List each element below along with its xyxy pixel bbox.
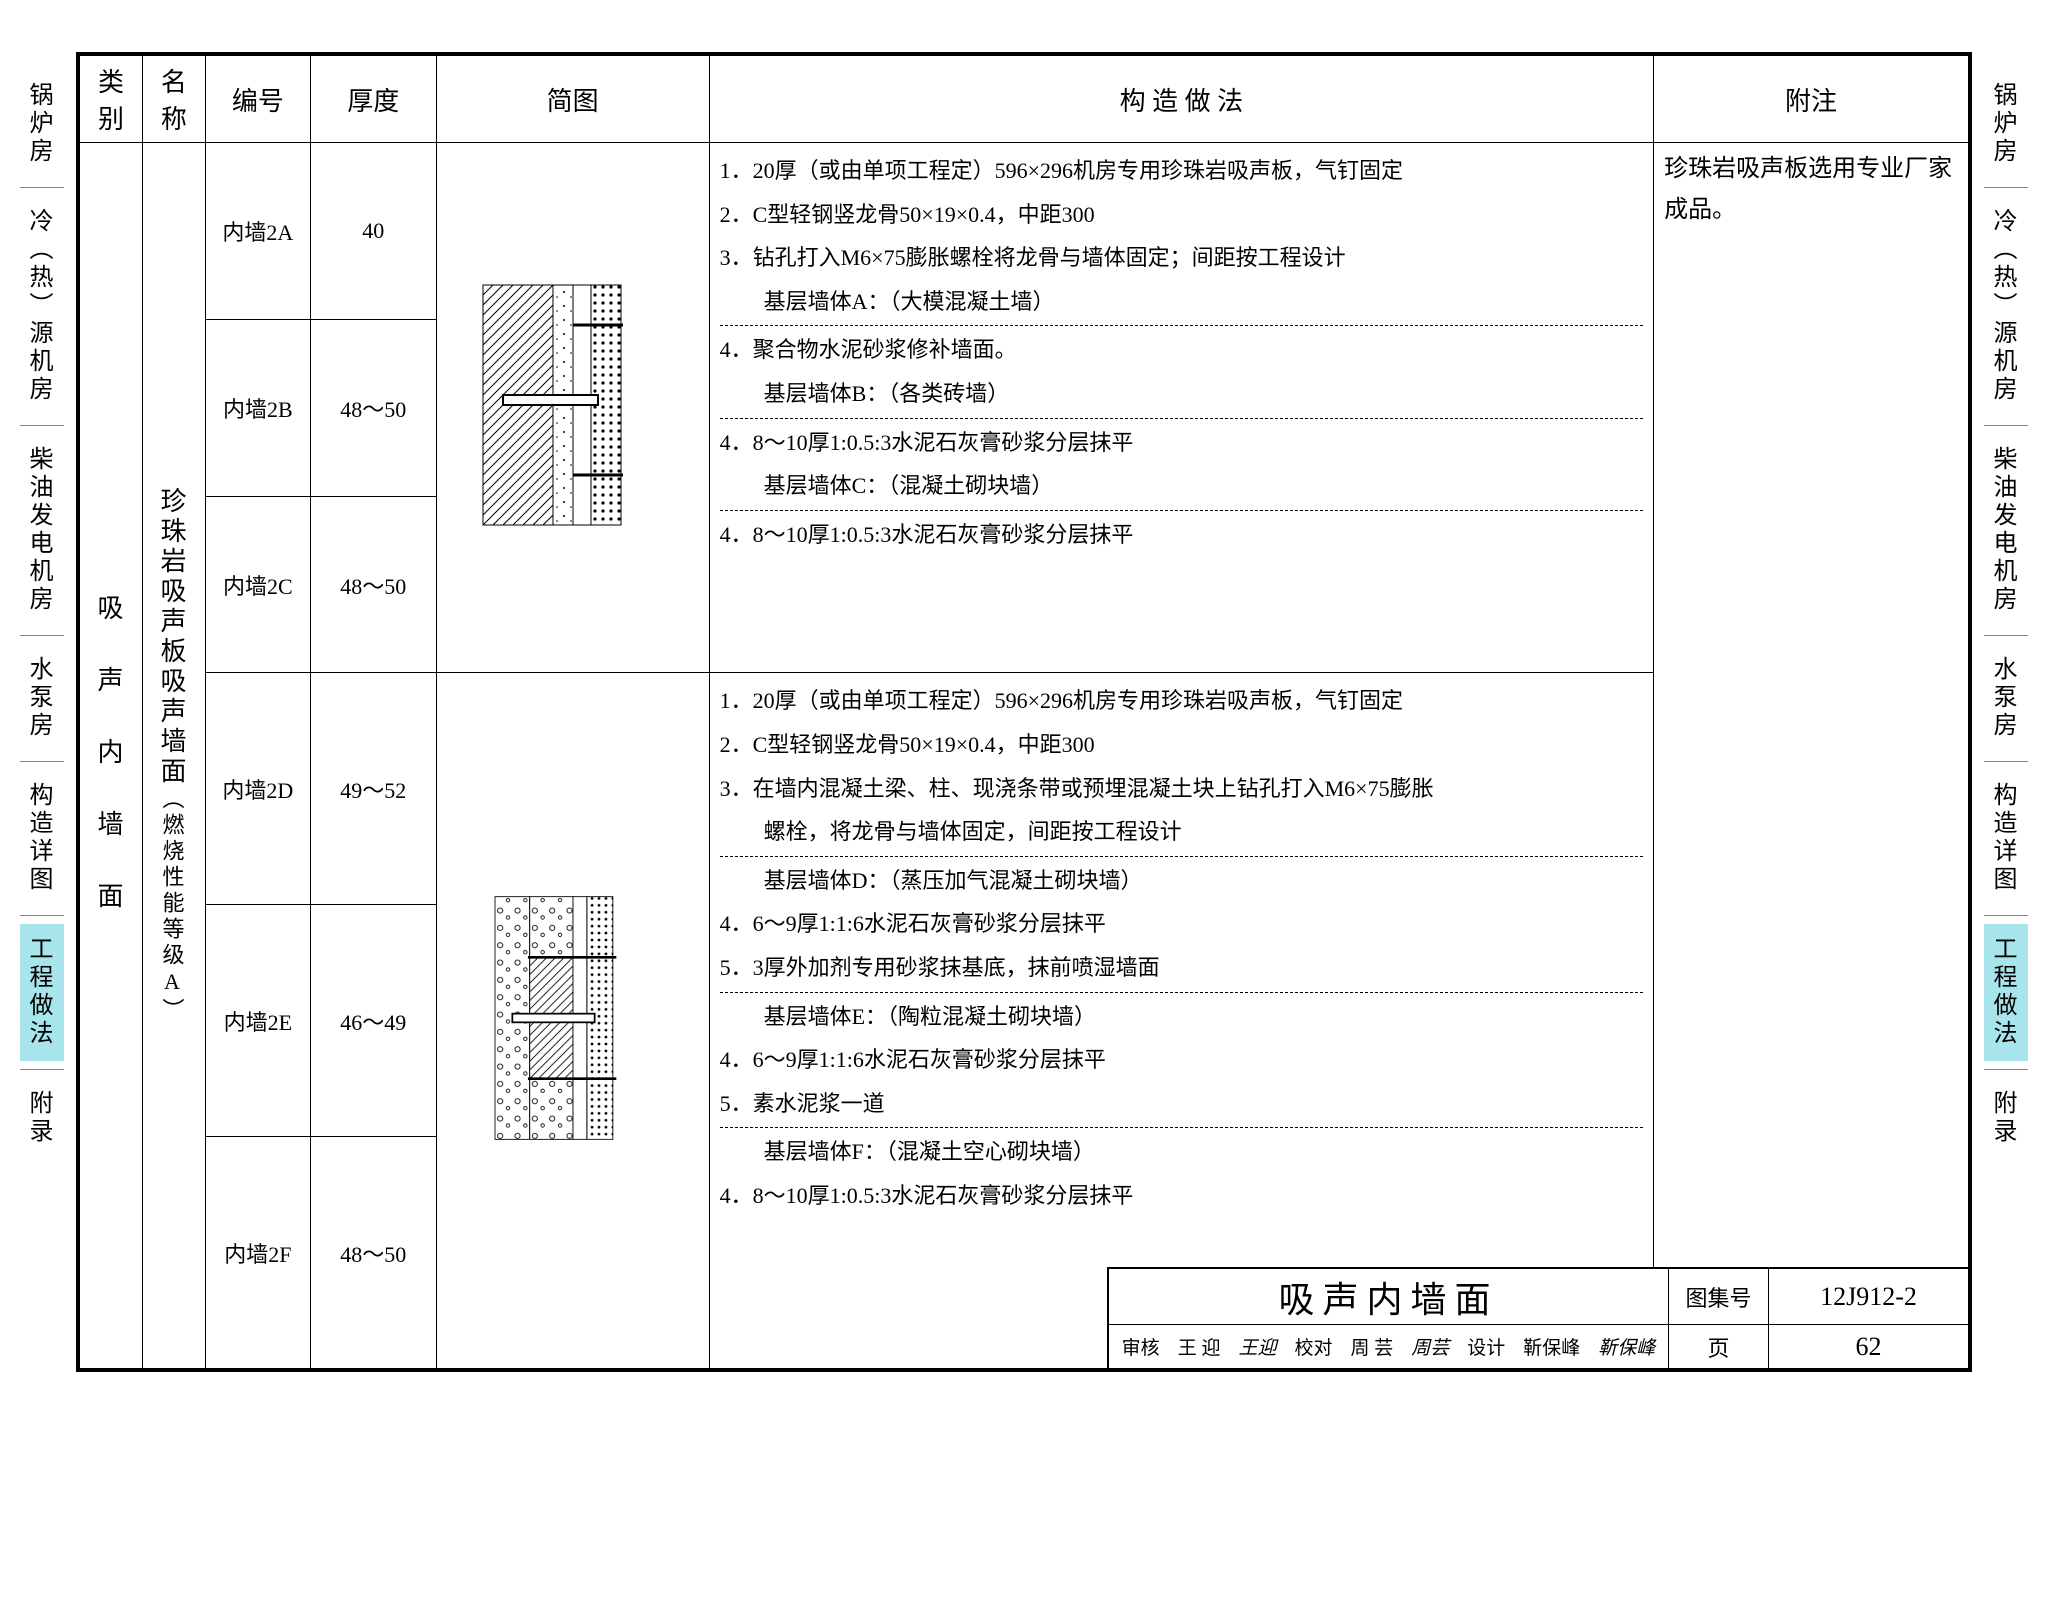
th-note: 附注 (1654, 56, 1969, 143)
nav-separator (20, 635, 64, 636)
nav-separator (20, 1069, 64, 1070)
code-cell: 内墙2A (205, 143, 310, 320)
method-line: 基层墙体D：（蒸压加气混凝土砌块墙） (720, 859, 1644, 903)
nav-separator (1984, 1069, 2028, 1070)
th-name: 名称 (142, 56, 205, 143)
code-cell: 内墙2F (205, 1137, 310, 1369)
th-method: 构 造 做 法 (709, 56, 1654, 143)
table-row: 吸 声 内 墙 面 珍珠岩吸声板吸声墙面 （燃烧性能等级A） 内墙2A 40 (80, 143, 1969, 320)
code-cell: 内墙2D (205, 673, 310, 905)
method-line: 基层墙体E：（陶粒混凝土砌块墙） (720, 995, 1644, 1039)
nav-item[interactable]: 工程做法 (20, 924, 64, 1061)
nav-separator (20, 425, 64, 426)
signature-icon: 靳保峰 (1598, 1333, 1655, 1360)
nav-separator (20, 761, 64, 762)
method-line: 4．8～10厚1:0.5:3水泥石灰膏砂浆分层抹平 (720, 421, 1644, 465)
right-nav: 锅炉房冷（热）源机房柴油发电机房水泵房构造详图工程做法附录 (1984, 70, 2028, 1159)
method-line: 5．素水泥浆一道 (720, 1082, 1644, 1129)
schematic-bottom-icon (463, 888, 683, 1148)
thickness-cell: 49～52 (310, 673, 436, 905)
nav-item[interactable]: 附录 (20, 1078, 64, 1159)
nav-item[interactable]: 柴油发电机房 (1984, 434, 2028, 627)
nav-item[interactable]: 锅炉房 (1984, 70, 2028, 179)
thickness-cell: 48～50 (310, 1137, 436, 1369)
construction-table: 类别 名称 编号 厚度 简图 构 造 做 法 附注 吸 声 内 墙 面 珍珠岩吸… (79, 55, 1969, 1369)
category-cell: 吸 声 内 墙 面 (80, 143, 143, 1369)
nav-item[interactable]: 构造详图 (1984, 770, 2028, 907)
nav-separator (1984, 915, 2028, 916)
method-line: 4．8～10厚1:0.5:3水泥石灰膏砂浆分层抹平 (720, 1174, 1644, 1218)
method-line: 2．C型轻钢竖龙骨50×19×0.4，中距300 (720, 193, 1644, 237)
method-line: 螺栓，将龙骨与墙体固定，间距按工程设计 (720, 810, 1644, 857)
method-line: 4．聚合物水泥砂浆修补墙面。 (720, 328, 1644, 372)
nav-item[interactable]: 冷（热）源机房 (1984, 196, 2028, 417)
nav-separator (1984, 635, 2028, 636)
th-code: 编号 (205, 56, 310, 143)
set-value: 12J912-2 (1769, 1269, 1969, 1325)
name-bottom: （燃烧性能等级A） (155, 787, 187, 1024)
diagram-cell-top (436, 143, 709, 673)
table-header-row: 类别 名称 编号 厚度 简图 构 造 做 法 附注 (80, 56, 1969, 143)
th-diagram: 简图 (436, 56, 709, 143)
signature-icon: 周芸 (1411, 1333, 1449, 1360)
nav-separator (1984, 425, 2028, 426)
name-top: 珍珠岩吸声板吸声墙面 (153, 487, 190, 787)
page-label: 页 (1669, 1325, 1769, 1369)
nav-item[interactable]: 锅炉房 (20, 70, 64, 179)
method-cell-top: 1．20厚（或由单项工程定）596×296机房专用珍珠岩吸声板，气钉固定2．C型… (709, 143, 1654, 673)
nav-item[interactable]: 构造详图 (20, 770, 64, 907)
left-nav: 锅炉房冷（热）源机房柴油发电机房水泵房构造详图工程做法附录 (20, 70, 64, 1159)
code-cell: 内墙2C (205, 496, 310, 673)
method-line: 基层墙体C：（混凝土砌块墙） (720, 464, 1644, 511)
method-line: 基层墙体F：（混凝土空心砌块墙） (720, 1130, 1644, 1174)
schematic-top-icon (463, 275, 683, 535)
method-line: 基层墙体B：（各类砖墙） (720, 372, 1644, 419)
note-cell: 珍珠岩吸声板选用专业厂家成品。 (1654, 143, 1969, 1369)
nav-item[interactable]: 附录 (1984, 1078, 2028, 1159)
method-line: 2．C型轻钢竖龙骨50×19×0.4，中距300 (720, 723, 1644, 767)
nav-item[interactable]: 冷（热）源机房 (20, 196, 64, 417)
nav-separator (20, 915, 64, 916)
method-line: 3．在墙内混凝土梁、柱、现浇条带或预埋混凝土块上钻孔打入M6×75膨胀 (720, 767, 1644, 811)
thickness-cell: 46～49 (310, 905, 436, 1137)
method-line: 1．20厚（或由单项工程定）596×296机房专用珍珠岩吸声板，气钉固定 (720, 149, 1644, 193)
signature-row: 审核 王 迎 王迎 校对 周 芸 周芸 设计 靳保峰 靳保峰 (1109, 1325, 1669, 1369)
diagram-cell-bottom (436, 673, 709, 1369)
thickness-cell: 40 (310, 143, 436, 320)
nav-item[interactable]: 工程做法 (1984, 924, 2028, 1061)
signature-icon: 王迎 (1238, 1333, 1276, 1360)
method-line: 3．钻孔打入M6×75膨胀螺栓将龙骨与墙体固定；间距按工程设计 (720, 236, 1644, 280)
code-cell: 内墙2E (205, 905, 310, 1137)
thickness-cell: 48～50 (310, 496, 436, 673)
name-cell: 珍珠岩吸声板吸声墙面 （燃烧性能等级A） (142, 143, 205, 1369)
thickness-cell: 48～50 (310, 319, 436, 496)
nav-separator (1984, 187, 2028, 188)
method-line: 1．20厚（或由单项工程定）596×296机房专用珍珠岩吸声板，气钉固定 (720, 679, 1644, 723)
nav-item[interactable]: 水泵房 (1984, 644, 2028, 753)
method-line: 5．3厚外加剂专用砂浆抹基底，抹前喷湿墙面 (720, 946, 1644, 993)
th-thickness: 厚度 (310, 56, 436, 143)
page-value: 62 (1769, 1325, 1969, 1369)
set-label: 图集号 (1669, 1269, 1769, 1325)
drawing-title: 吸声内墙面 (1109, 1269, 1669, 1325)
method-cell-bottom: 1．20厚（或由单项工程定）596×296机房专用珍珠岩吸声板，气钉固定2．C型… (709, 673, 1654, 1369)
method-line: 基层墙体A：（大模混凝土墙） (720, 280, 1644, 327)
nav-item[interactable]: 柴油发电机房 (20, 434, 64, 627)
method-line: 4．8～10厚1:0.5:3水泥石灰膏砂浆分层抹平 (720, 513, 1644, 557)
method-line: 4．6～9厚1:1:6水泥石灰膏砂浆分层抹平 (720, 1038, 1644, 1082)
title-block: 吸声内墙面 图集号 12J912-2 审核 王 迎 王迎 校对 周 芸 周芸 设… (1107, 1267, 1969, 1369)
nav-separator (20, 187, 64, 188)
th-category: 类别 (80, 56, 143, 143)
method-line: 4．6～9厚1:1:6水泥石灰膏砂浆分层抹平 (720, 902, 1644, 946)
nav-item[interactable]: 水泵房 (20, 644, 64, 753)
nav-separator (1984, 761, 2028, 762)
main-frame: 类别 名称 编号 厚度 简图 构 造 做 法 附注 吸 声 内 墙 面 珍珠岩吸… (76, 52, 1972, 1372)
code-cell: 内墙2B (205, 319, 310, 496)
